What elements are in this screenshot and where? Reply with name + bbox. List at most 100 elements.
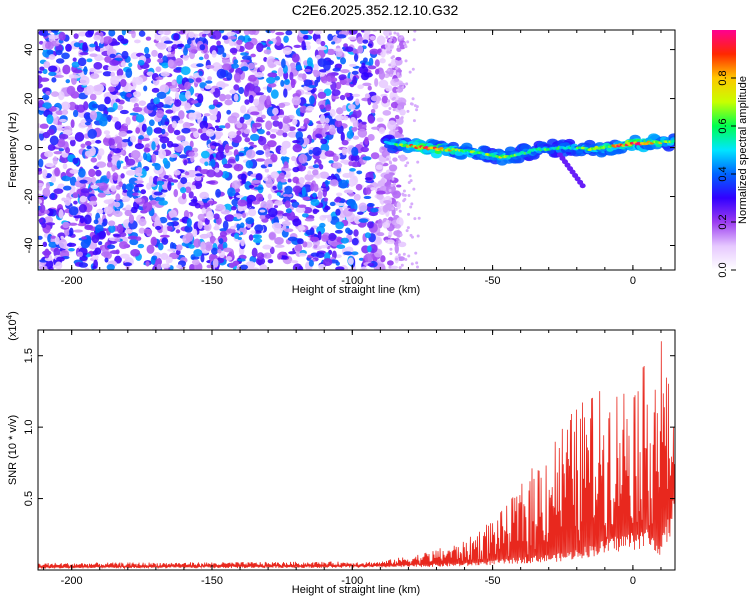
spectrogram-noise-cell xyxy=(134,143,145,150)
spectrogram-noise-cell xyxy=(389,45,393,49)
spectrogram-noise-cell xyxy=(38,182,44,187)
spectrogram-noise-cell xyxy=(376,35,386,46)
spectrogram-noise-cell xyxy=(240,239,245,247)
spectrogram-x-axis-label: Height of straight line (km) xyxy=(292,284,420,296)
spectrogram-noise-cell xyxy=(382,109,392,116)
spectrogram-noise-cell xyxy=(281,58,286,69)
spectrogram-noise-cell xyxy=(251,200,261,205)
spectrogram-noise-cell xyxy=(230,63,239,69)
spectrogram-noise-cell xyxy=(176,264,182,269)
spectrogram-noise-cell xyxy=(236,45,241,51)
spectrogram-noise-cell xyxy=(95,182,105,187)
spectrogram-noise-cell xyxy=(399,154,407,162)
snr-x-tick-label: -100 xyxy=(341,575,363,587)
colorbar-tick-label: 0.2 xyxy=(717,214,729,229)
spectrogram-noise-cell xyxy=(108,138,116,147)
spectrogram-noise-cell xyxy=(370,108,376,114)
spectrogram-noise-cell xyxy=(270,128,279,133)
spectrogram-noise-cell xyxy=(153,127,163,134)
spectrogram-noise-cell xyxy=(52,117,59,125)
spectrogram-noise-cell xyxy=(393,78,400,82)
spectrogram-noise-cell xyxy=(157,30,166,35)
spectrogram-noise-cell xyxy=(97,217,103,225)
colorbar-gradient xyxy=(712,30,736,270)
spectrogram-noise-cell xyxy=(44,209,50,215)
spectrogram-noise-cell xyxy=(92,265,97,269)
spectrogram-noise-cell xyxy=(188,191,194,199)
spectrogram-noise-cell xyxy=(381,95,389,104)
spectrogram-noise-cell xyxy=(176,74,184,85)
spectrogram-noise-cell xyxy=(210,158,216,168)
spectrogram-noise-cell xyxy=(206,264,212,269)
spectrogram-noise-cell xyxy=(98,230,106,239)
spectrogram-noise-cell xyxy=(202,30,211,35)
spectrogram-noise-cell xyxy=(213,213,220,220)
spectrogram-noise-cell xyxy=(392,190,402,199)
spectrogram-noise-cell xyxy=(400,35,404,39)
spectrogram-noise-cell xyxy=(262,244,272,250)
spectrogram-noise-cell xyxy=(251,179,262,184)
spectrogram-noise-cell xyxy=(278,102,286,109)
spectrogram-noise-cell xyxy=(224,143,230,154)
spectrogram-noise-cell xyxy=(325,104,332,112)
spectrogram-noise-cell xyxy=(43,216,54,224)
spectrogram-noise-cell xyxy=(216,131,224,137)
spectrogram-noise-cell xyxy=(195,173,203,177)
spectrogram-noise-cell xyxy=(103,130,111,135)
spectrogram-noise-cell xyxy=(336,107,344,115)
spectrogram-noise-cell xyxy=(180,187,187,194)
spectrogram-noise-cell xyxy=(287,178,292,183)
spectrogram-noise-cell xyxy=(132,192,139,196)
spectrogram-signal-cell xyxy=(579,183,586,189)
spectrogram-noise-cell xyxy=(73,69,83,74)
spectrogram-noise-cell xyxy=(108,30,116,37)
spectrogram-noise-cell xyxy=(343,251,353,256)
spectrogram-noise-cell xyxy=(88,168,96,178)
spectrogram-noise-cell xyxy=(119,253,130,259)
spectrogram-noise-cell xyxy=(385,42,395,51)
spectrogram-noise-cell xyxy=(169,241,175,251)
spectrogram-noise-cell xyxy=(388,32,392,36)
spectrogram-noise-cell xyxy=(73,42,81,48)
spectrogram-noise-cell xyxy=(79,195,87,203)
spectrogram-noise-cell xyxy=(146,126,153,136)
spectrogram-noise-cell xyxy=(313,244,318,249)
spectrogram-noise-cell xyxy=(351,126,358,131)
spectrogram-noise-cell xyxy=(297,204,307,208)
spectrogram-noise-cell xyxy=(162,157,168,165)
spectrogram-noise-cell xyxy=(364,136,369,145)
spectrogram-noise-cell xyxy=(267,72,278,78)
spectrogram-noise-cell xyxy=(109,53,116,59)
spectrogram-noise-cell xyxy=(110,71,116,78)
spectrogram-noise-cell xyxy=(219,83,229,87)
spectrogram-noise-cell xyxy=(380,255,386,263)
spectrogram-noise-cell xyxy=(86,58,93,63)
spectrogram-noise-cell xyxy=(69,139,76,147)
spectrogram-noise-cell xyxy=(129,112,139,116)
spectrogram-noise-cell xyxy=(280,79,285,87)
spectrogram-noise-cell xyxy=(185,232,194,242)
spectrogram-noise-cell xyxy=(401,192,405,196)
colorbar-tick-label: 0.0 xyxy=(717,262,729,277)
spectrogram-noise-cell xyxy=(248,30,256,35)
spectrogram-noise-cell xyxy=(121,30,126,36)
spectrogram-noise-cell xyxy=(38,235,43,240)
spectrogram-noise-cell xyxy=(48,54,56,60)
spectrogram-noise-cell xyxy=(317,190,323,200)
spectrogram-noise-cell xyxy=(138,100,147,106)
spectrogram-noise-cell xyxy=(188,112,194,118)
spectrogram-noise-cell xyxy=(392,182,396,186)
spectrogram-noise-cell xyxy=(351,251,359,256)
spectrogram-noise-cell xyxy=(240,52,249,56)
snr-y-ticks: 0.5 1.0 1.5 xyxy=(23,348,675,506)
spectrogram-noise-cell xyxy=(76,104,86,113)
spectrogram-noise-cell xyxy=(335,254,342,259)
spectrogram-noise-cell xyxy=(253,238,263,244)
spectrogram-noise-cell xyxy=(110,185,117,192)
spectrogram-noise-cell xyxy=(241,179,246,185)
spectrogram-noise-cell xyxy=(245,217,255,225)
snr-x-tick-label: -50 xyxy=(485,575,501,587)
spectrogram-noise-cell xyxy=(273,204,279,209)
spectrogram-noise-cell xyxy=(317,58,327,68)
spectrogram-noise-cell xyxy=(193,129,200,138)
